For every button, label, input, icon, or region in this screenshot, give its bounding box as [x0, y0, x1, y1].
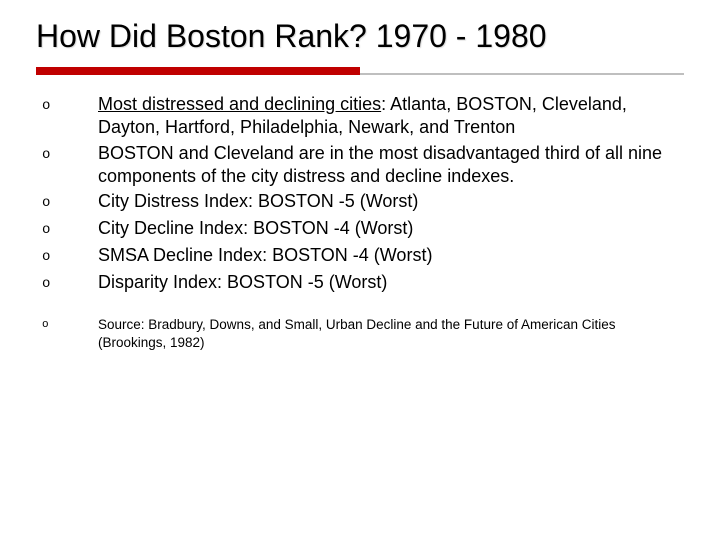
bullet-marker-icon: o — [42, 142, 98, 167]
bullet-text: City Distress Index: BOSTON -5 (Worst) — [98, 190, 684, 213]
bullet-text: SMSA Decline Index: BOSTON -4 (Worst) — [98, 244, 684, 267]
bullet-text: BOSTON and Cleveland are in the most dis… — [98, 142, 684, 189]
bullet-text: City Decline Index: BOSTON -4 (Worst) — [98, 217, 684, 240]
bullet-marker-icon: o — [42, 190, 98, 215]
bullet-underlined-prefix: Most distressed and declining cities — [98, 94, 381, 114]
bullet-text: Most distressed and declining cities: At… — [98, 93, 684, 140]
list-item: o City Distress Index: BOSTON -5 (Worst) — [42, 190, 684, 215]
source-text: Source: Bradbury, Downs, and Small, Urba… — [98, 316, 684, 351]
bullet-text: Disparity Index: BOSTON -5 (Worst) — [98, 271, 684, 294]
list-item: o City Decline Index: BOSTON -4 (Worst) — [42, 217, 684, 242]
rule-red — [36, 67, 360, 75]
spacer — [42, 298, 684, 316]
slide-body: o Most distressed and declining cities: … — [36, 93, 684, 352]
list-item: o BOSTON and Cleveland are in the most d… — [42, 142, 684, 189]
bullet-marker-icon: o — [42, 93, 98, 118]
list-item: o SMSA Decline Index: BOSTON -4 (Worst) — [42, 244, 684, 269]
list-item: o Disparity Index: BOSTON -5 (Worst) — [42, 271, 684, 296]
list-item: o Most distressed and declining cities: … — [42, 93, 684, 140]
bullet-marker-icon: o — [42, 316, 98, 334]
bullet-marker-icon: o — [42, 217, 98, 242]
title-rule — [36, 67, 684, 75]
slide-title: How Did Boston Rank? 1970 - 1980 — [36, 18, 684, 55]
bullet-marker-icon: o — [42, 271, 98, 296]
source-item: o Source: Bradbury, Downs, and Small, Ur… — [42, 316, 684, 351]
bullet-marker-icon: o — [42, 244, 98, 269]
